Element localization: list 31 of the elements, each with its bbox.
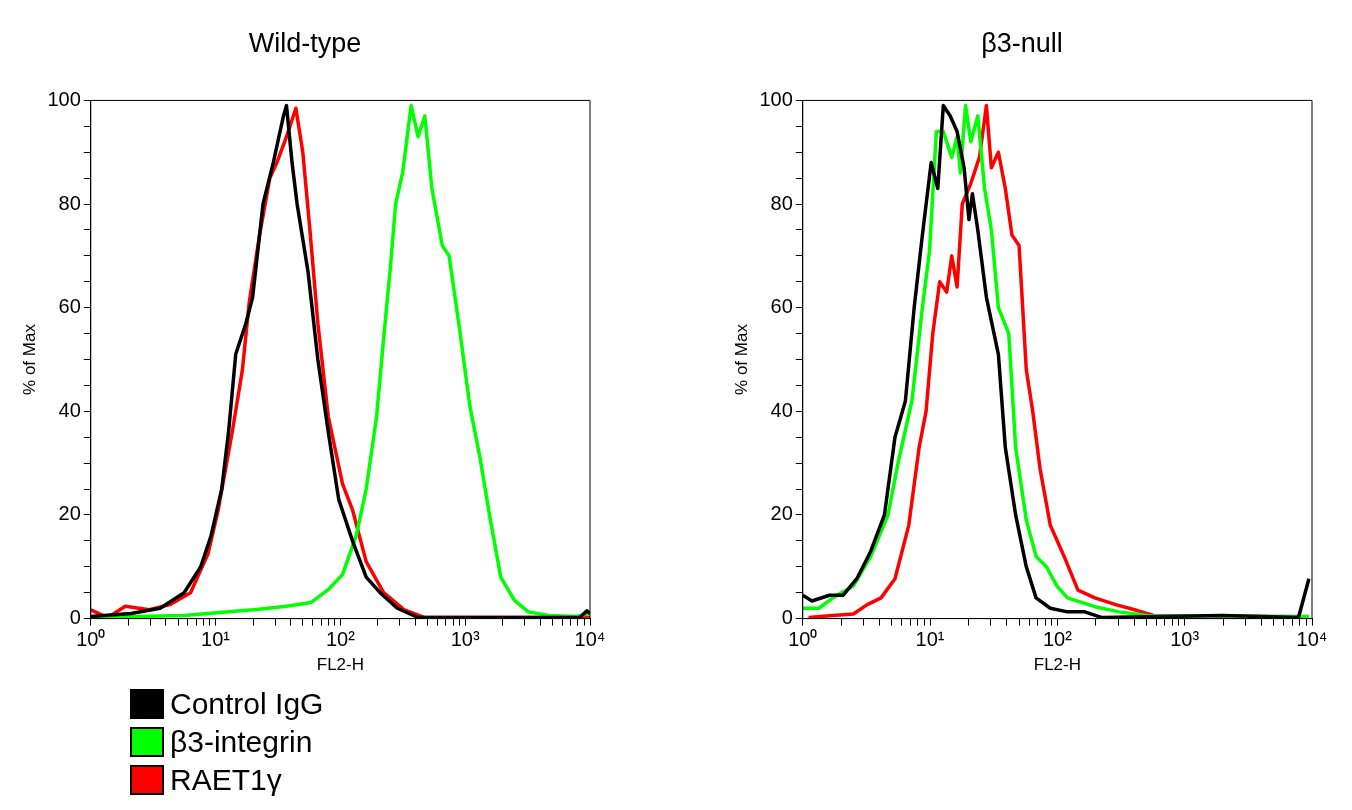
- x-tick-label: 10⁴: [1296, 628, 1328, 651]
- chart-title: β3-null: [981, 27, 1063, 58]
- x-tick-label: 10⁴: [574, 628, 606, 651]
- y-tick-label: 100: [47, 87, 81, 110]
- x-tick-label: 10⁰: [788, 628, 818, 651]
- y-tick-label: 60: [770, 295, 793, 318]
- y-tick-label: 100: [759, 87, 793, 110]
- legend-label: Control IgG: [170, 686, 324, 722]
- chart-title: Wild-type: [248, 27, 362, 58]
- y-tick-label: 0: [781, 606, 793, 629]
- y-tick-label: 20: [770, 502, 793, 525]
- y-axis-title: % of Max: [19, 323, 39, 395]
- x-tick-label: 10²: [325, 628, 356, 651]
- y-tick-label: 80: [58, 191, 81, 214]
- x-tick-label: 10²: [1042, 628, 1073, 651]
- y-tick-label: 40: [58, 398, 81, 421]
- legend-label: β3-integrin: [170, 724, 313, 760]
- y-tick-label: 60: [58, 295, 81, 318]
- y-axis-title: % of Max: [731, 323, 751, 395]
- y-tick-label: 80: [770, 191, 793, 214]
- x-tick-label: 10³: [450, 628, 480, 651]
- x-tick-label: 10⁰: [76, 628, 106, 651]
- y-tick-label: 0: [69, 606, 81, 629]
- x-axis-title: FL2-H: [316, 655, 364, 675]
- legend-label: RAET1γ: [170, 762, 282, 798]
- x-tick-label: 10³: [1170, 628, 1200, 651]
- x-tick-label: 10¹: [201, 628, 231, 651]
- y-tick-label: 20: [58, 502, 81, 525]
- x-tick-label: 10¹: [915, 628, 945, 651]
- x-axis-title: FL2-H: [1033, 655, 1081, 675]
- y-tick-label: 40: [770, 398, 793, 421]
